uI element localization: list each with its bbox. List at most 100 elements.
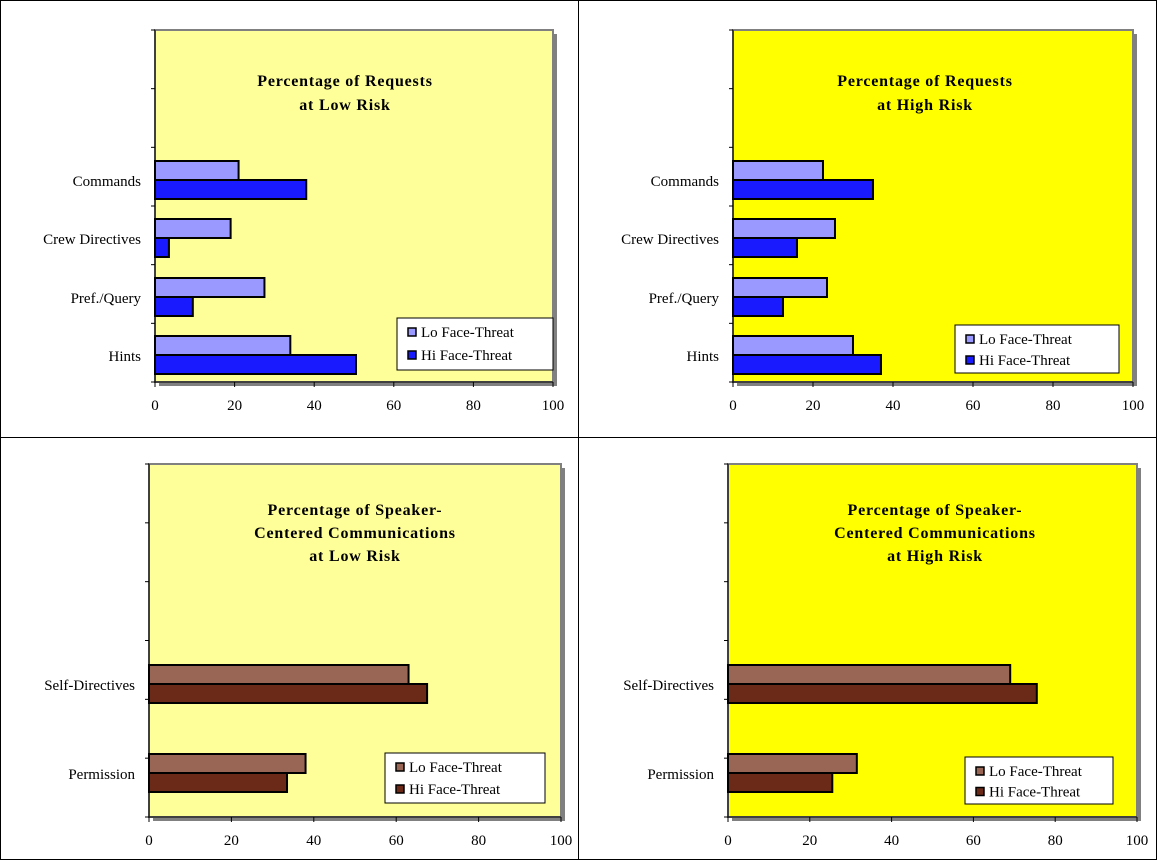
legend-swatch [965,355,975,365]
legend-swatch [395,762,405,772]
bar-hi-face-threat [727,772,834,793]
legend-box [954,324,1120,374]
bar-hi-face-threat [154,179,308,200]
chart-title-line: Percentage of Requests [257,73,432,90]
x-tick-label: 100 [1126,833,1149,849]
plot-area [732,29,1134,383]
x-tick-label: 80 [1048,833,1063,849]
bar-hi-face-threat [727,683,1038,704]
x-tick-label: 0 [145,833,153,849]
x-tick-label: 60 [386,398,401,414]
x-tick-label: 80 [471,833,486,849]
category-label: Pref./Query [71,291,142,307]
legend-box [384,752,546,804]
x-tick-label: 100 [550,833,573,849]
bar-hi-face-threat [154,354,357,375]
category-label: Hints [108,349,141,365]
chart-speaker-low-risk: 0 20 40 60 80 100 Percentage of Speaker- Center… [44,463,573,849]
x-tick-label: 40 [306,833,321,849]
bar-hi-face-threat [154,237,170,258]
category-label: Commands [651,174,719,190]
bar-lo-face-threat [154,160,240,181]
x-tick-label: 40 [884,833,899,849]
x-tick-label: 80 [1046,398,1061,414]
legend-label: Hi Face-Threat [989,785,1081,801]
legend: Lo Face-Threat Hi Face-Threat [954,324,1120,374]
bar-lo-face-threat [732,335,854,356]
legend-label: Lo Face-Threat [989,764,1083,780]
chart-title-line: Centered Communications [254,525,456,542]
legend-swatch [975,766,985,776]
category-label: Crew Directives [621,232,719,248]
legend-swatch [395,784,405,794]
x-tick-label: 20 [806,398,821,414]
legend: Lo Face-Threat Hi Face-Threat [384,752,546,804]
x-tick-label: 40 [886,398,901,414]
bar-lo-face-threat [154,218,232,239]
category-label: Crew Directives [43,232,141,248]
legend-box [964,756,1114,805]
category-label: Permission [68,767,135,783]
legend-swatch [407,350,417,360]
chart-title-line: at High Risk [887,548,983,565]
bar-lo-face-threat [732,277,828,298]
legend-swatch [407,327,417,337]
chart-title-line: at Low Risk [309,548,400,565]
bar-hi-face-threat [732,179,874,200]
bar-lo-face-threat [727,753,858,774]
legend-label: Hi Face-Threat [409,782,501,798]
legend-swatch [965,334,975,344]
x-tick-label: 0 [729,398,737,414]
bar-lo-face-threat [154,277,266,298]
category-label: Commands [73,174,141,190]
category-label: Hints [686,349,719,365]
bar-lo-face-threat [154,335,292,356]
chart-title-line: Centered Communications [834,525,1036,542]
x-tick-label: 100 [1122,398,1145,414]
legend-label: Lo Face-Threat [409,760,503,776]
x-tick-label: 60 [966,398,981,414]
legend: Lo Face-Threat Hi Face-Threat [396,317,554,371]
legend-swatch [975,786,985,797]
x-tick-label: 20 [802,833,817,849]
legend-box [396,317,554,371]
chart-speaker-high-risk: 0 20 40 60 80 100 Percentage of Speaker- Center… [623,463,1149,849]
bar-lo-face-threat [148,753,307,774]
x-tick-label: 100 [542,398,565,414]
x-tick-label: 20 [227,398,242,414]
bar-lo-face-threat [148,664,410,685]
category-label: Self-Directives [44,678,135,694]
x-tick-label: 80 [466,398,481,414]
category-label: Self-Directives [623,678,714,694]
bar-lo-face-threat [732,160,824,181]
legend-label: Hi Face-Threat [421,348,513,364]
bar-lo-face-threat [727,664,1012,685]
bar-hi-face-threat [732,296,784,317]
category-label: Pref./Query [649,291,720,307]
x-tick-label: 60 [389,833,404,849]
x-tick-label: 60 [966,833,981,849]
bar-hi-face-threat [732,237,798,258]
chart-title-line: Percentage of Requests [837,73,1012,90]
bar-hi-face-threat [148,683,429,704]
chart-title-line: Percentage of Speaker- [848,502,1023,519]
bar-hi-face-threat [732,354,882,375]
chart-title-line: at Low Risk [299,97,390,114]
chart-requests-high-risk: 0 20 40 60 80 100 Percentage of Requests at Hig… [621,29,1145,414]
x-tick-label: 0 [151,398,159,414]
chart-title-line: at High Risk [877,97,973,114]
x-tick-label: 0 [724,833,732,849]
chart-requests-low-risk: 0 20 40 60 80 100 Percentage of Requests at Low… [43,29,565,414]
legend-label: Hi Face-Threat [979,353,1071,369]
chart-title-line: Percentage of Speaker- [268,502,443,519]
legend-label: Lo Face-Threat [979,332,1073,348]
x-tick-label: 40 [307,398,322,414]
bar-hi-face-threat [154,296,194,317]
bar-hi-face-threat [148,772,289,793]
legend-label: Lo Face-Threat [421,325,515,341]
legend: Lo Face-Threat Hi Face-Threat [964,756,1114,805]
x-tick-label: 20 [224,833,239,849]
bar-lo-face-threat [732,218,836,239]
